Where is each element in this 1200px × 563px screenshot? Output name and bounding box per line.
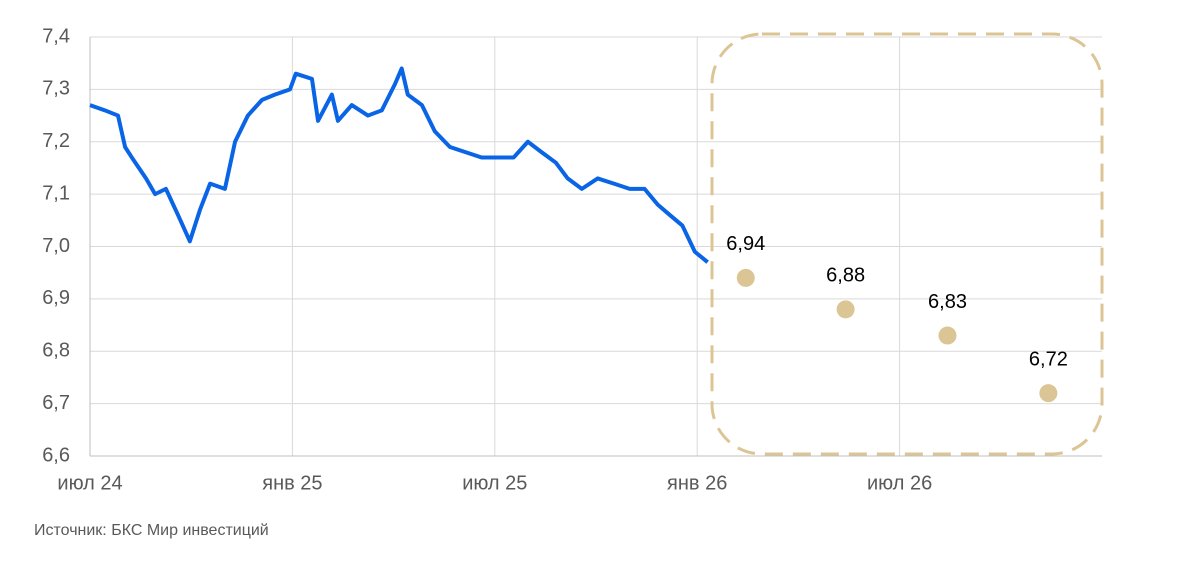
x-tick-label: июл 26 [867,472,932,494]
data-label: 6,88 [826,265,865,287]
y-tick-label: 7,2 [42,130,70,152]
y-tick-label: 7,4 [42,25,70,47]
line [89,66,709,264]
y-tick-label: 6,7 [42,392,70,414]
y-tick-label: 6,6 [42,444,70,466]
data-label: 6,72 [1029,348,1068,370]
point [1039,384,1058,403]
x-tick-label: янв 25 [262,472,322,494]
x-tick-label: июл 25 [462,472,527,494]
forecast-area [710,32,1104,456]
point [836,300,855,319]
y-tick-label: 7,3 [42,78,70,100]
point [736,268,755,287]
y-tick-label: 7,0 [42,235,70,257]
y-tick-label: 6,9 [42,287,70,309]
y-tick-label: 7,1 [42,182,70,204]
point [938,326,957,345]
x-tick-label: янв 26 [667,472,727,494]
source: Источник: БКС Мир инвестиций [34,522,269,539]
data-label: 6,94 [726,233,765,255]
data-label: 6,83 [928,291,967,313]
x-tick-label: июл 24 [57,472,122,494]
y-tick-label: 6,8 [42,340,70,362]
